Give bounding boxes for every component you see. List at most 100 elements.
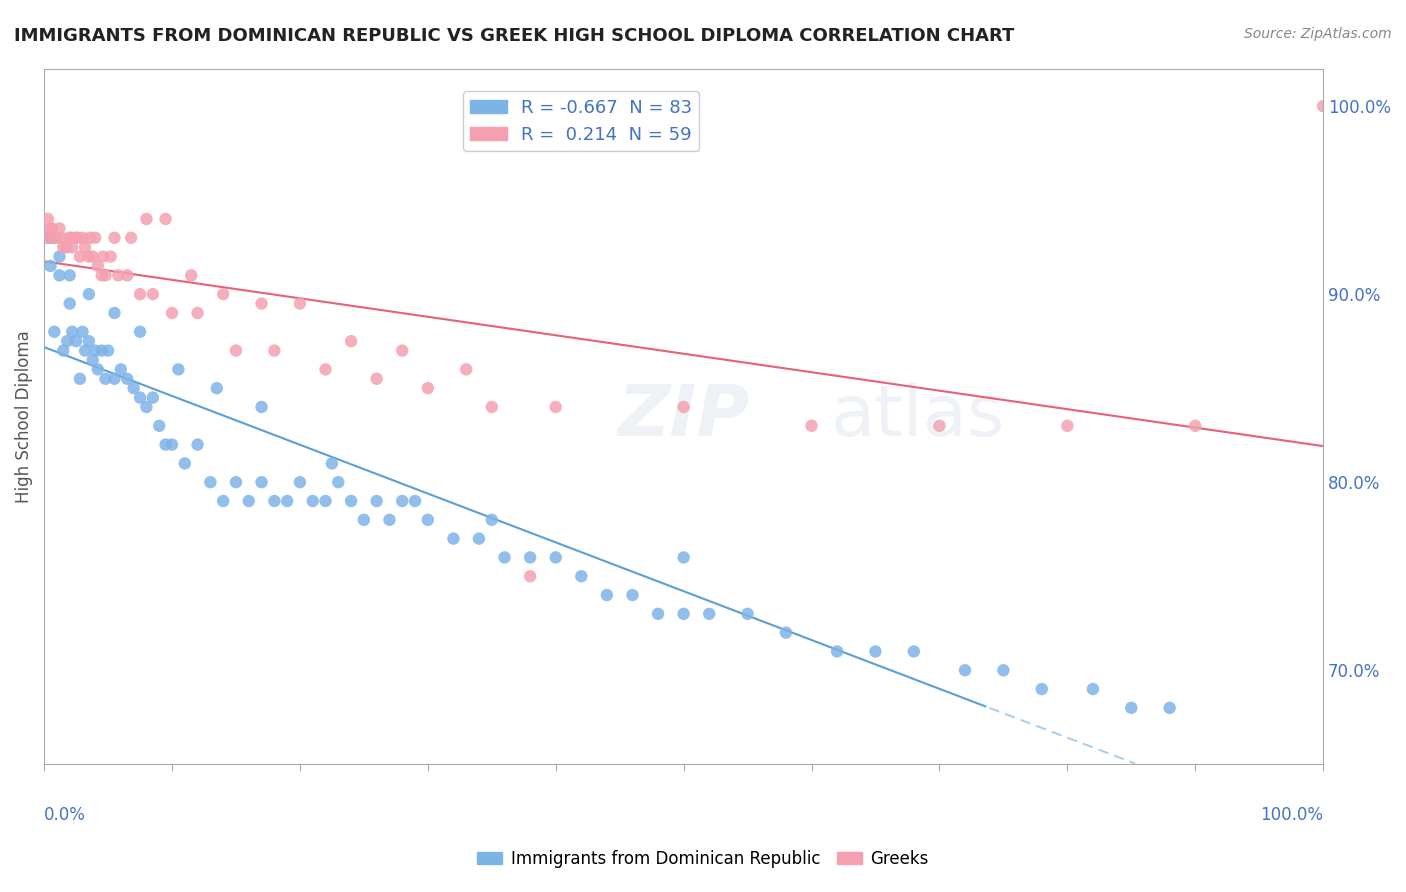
Point — [51, 231, 73, 245]
Point — [117, 268, 139, 283]
Point — [107, 268, 129, 283]
Point — [321, 457, 343, 471]
Point — [48, 268, 70, 283]
Point — [38, 231, 60, 245]
Point — [544, 400, 567, 414]
Point — [155, 211, 177, 226]
Point — [569, 569, 592, 583]
Legend: R = -0.667  N = 83, R =  0.214  N = 59: R = -0.667 N = 83, R = 0.214 N = 59 — [463, 92, 699, 151]
Point — [800, 418, 823, 433]
Point — [993, 663, 1015, 677]
Point — [1121, 701, 1143, 715]
Point — [263, 494, 285, 508]
Point — [160, 437, 183, 451]
Point — [90, 268, 112, 283]
Point — [167, 362, 190, 376]
Point — [544, 550, 567, 565]
Point — [328, 475, 350, 490]
Point — [120, 231, 142, 245]
Point — [60, 240, 83, 254]
Point — [1031, 681, 1053, 696]
Point — [775, 625, 797, 640]
Point — [91, 250, 114, 264]
Point — [41, 231, 63, 245]
Point — [903, 644, 925, 658]
Legend: Immigrants from Dominican Republic, Greeks: Immigrants from Dominican Republic, Gree… — [471, 844, 935, 875]
Point — [97, 343, 120, 358]
Point — [672, 607, 695, 621]
Point — [72, 231, 94, 245]
Point — [79, 231, 101, 245]
Point — [212, 494, 235, 508]
Point — [737, 607, 759, 621]
Point — [142, 287, 165, 301]
Point — [59, 268, 82, 283]
Point — [378, 513, 401, 527]
Point — [481, 513, 503, 527]
Point — [519, 569, 541, 583]
Point — [56, 240, 79, 254]
Point — [366, 494, 388, 508]
Point — [66, 231, 89, 245]
Point — [39, 259, 62, 273]
Point — [238, 494, 260, 508]
Point — [94, 268, 117, 283]
Point — [315, 362, 337, 376]
Point — [441, 532, 464, 546]
Point — [928, 418, 950, 433]
Point — [52, 240, 75, 254]
Point — [180, 268, 202, 283]
Point — [225, 475, 247, 490]
Point — [953, 663, 976, 677]
Point — [366, 372, 388, 386]
Point — [404, 494, 426, 508]
Point — [69, 250, 91, 264]
Point — [672, 550, 695, 565]
Point — [276, 494, 298, 508]
Point — [52, 343, 75, 358]
Point — [45, 231, 67, 245]
Point — [135, 400, 157, 414]
Point — [69, 372, 91, 386]
Point — [288, 475, 311, 490]
Point — [48, 221, 70, 235]
Point — [596, 588, 619, 602]
Point — [82, 250, 104, 264]
Point — [84, 231, 107, 245]
Point — [59, 231, 82, 245]
Point — [55, 240, 77, 254]
Point — [135, 211, 157, 226]
Point — [37, 211, 59, 226]
Point — [148, 418, 170, 433]
Point — [73, 343, 96, 358]
Y-axis label: High School Diploma: High School Diploma — [15, 330, 32, 503]
Point — [173, 457, 195, 471]
Point — [353, 513, 375, 527]
Point — [122, 381, 145, 395]
Point — [65, 334, 87, 348]
Point — [110, 362, 132, 376]
Point — [1081, 681, 1104, 696]
Point — [468, 532, 491, 546]
Point — [142, 391, 165, 405]
Point — [41, 221, 63, 235]
Point — [340, 494, 363, 508]
Point — [87, 362, 110, 376]
Point — [129, 391, 152, 405]
Point — [82, 353, 104, 368]
Point — [456, 362, 478, 376]
Point — [187, 306, 209, 320]
Point — [117, 372, 139, 386]
Point — [416, 381, 439, 395]
Point — [865, 644, 887, 658]
Point — [60, 325, 83, 339]
Point — [225, 343, 247, 358]
Point — [100, 250, 122, 264]
Point — [129, 325, 152, 339]
Point — [391, 343, 413, 358]
Point — [37, 231, 59, 245]
Text: IMMIGRANTS FROM DOMINICAN REPUBLIC VS GREEK HIGH SCHOOL DIPLOMA CORRELATION CHAR: IMMIGRANTS FROM DOMINICAN REPUBLIC VS GR… — [14, 27, 1015, 45]
Point — [672, 400, 695, 414]
Point — [56, 334, 79, 348]
Point — [288, 296, 311, 310]
